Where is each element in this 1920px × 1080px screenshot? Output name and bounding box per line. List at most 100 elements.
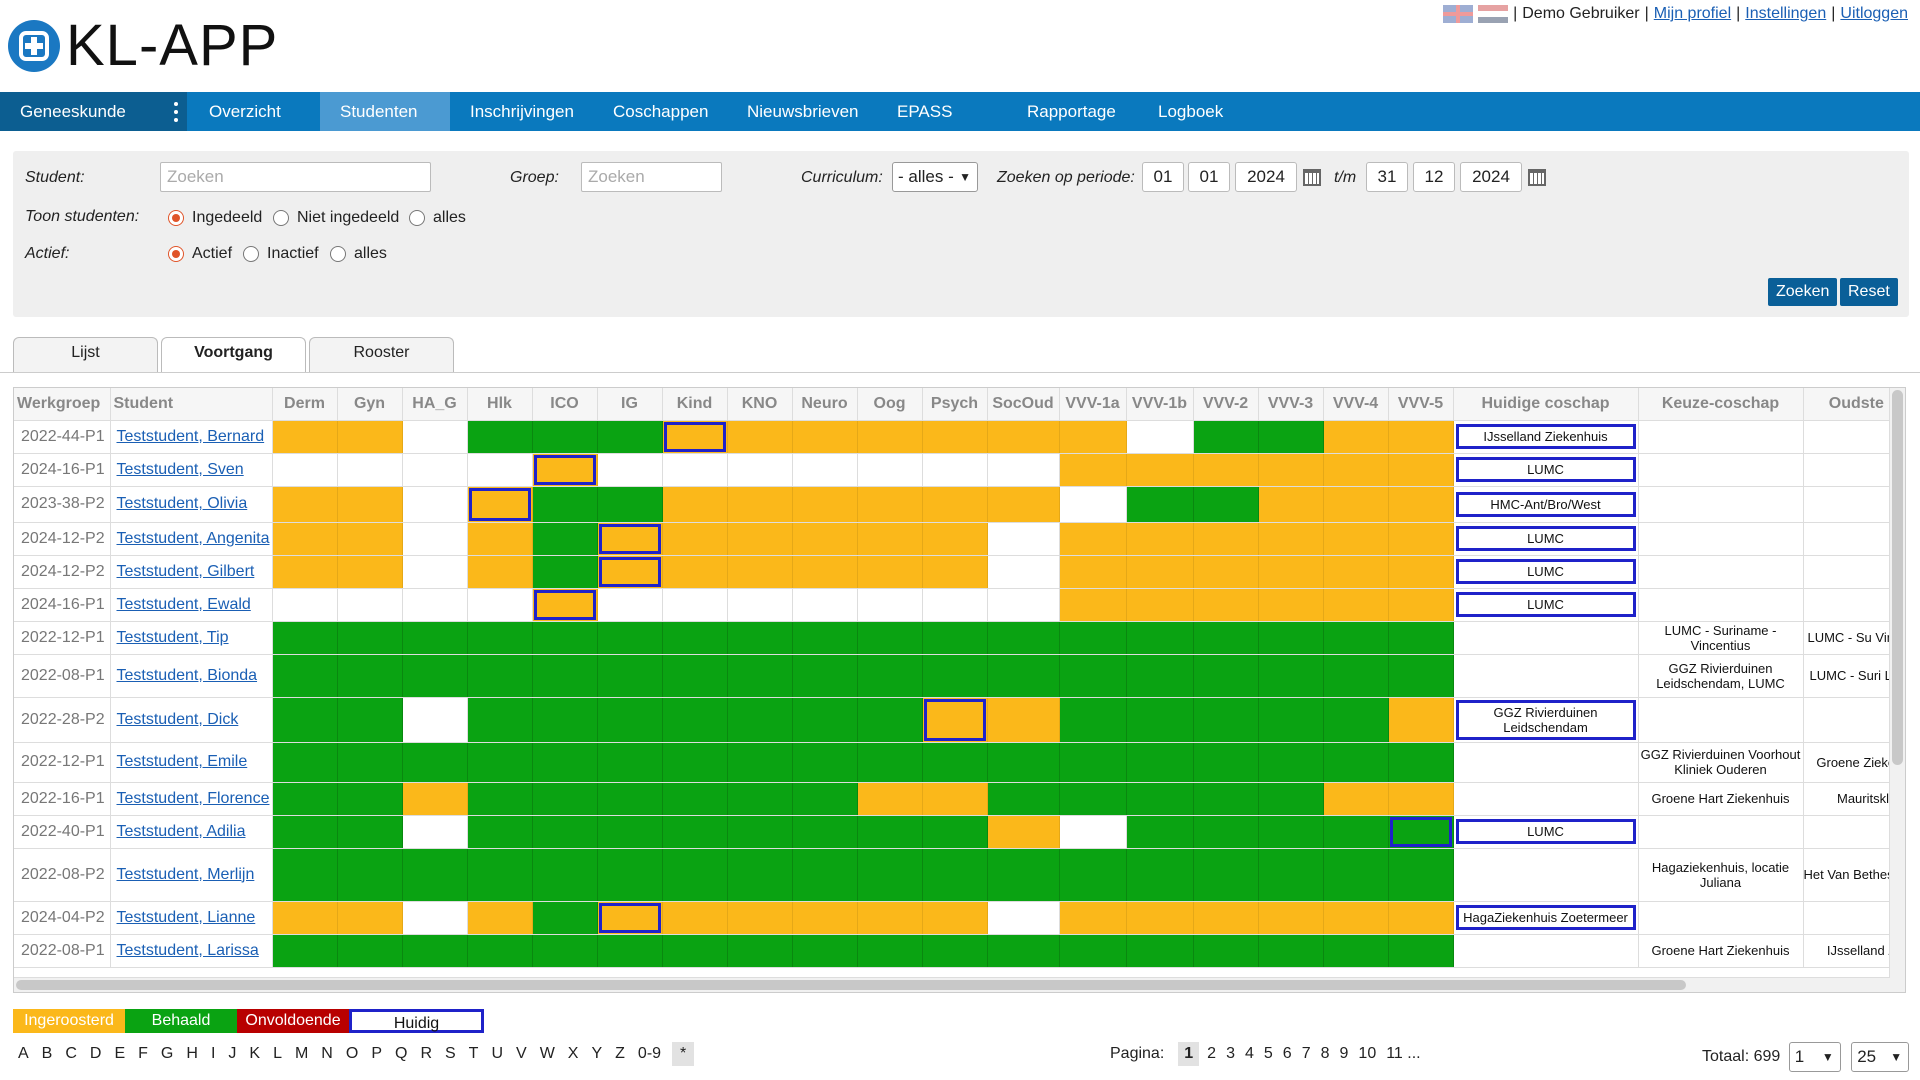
alphabet-letter[interactable]: A	[18, 1045, 29, 1062]
status-cell-kno[interactable]	[727, 654, 793, 698]
status-cell-oog[interactable]	[857, 555, 923, 589]
status-cell-kno[interactable]	[727, 453, 793, 487]
status-cell-oog[interactable]	[857, 621, 923, 655]
status-cell-gyn[interactable]	[337, 486, 403, 523]
student-search-input[interactable]: Zoeken	[160, 162, 431, 192]
status-cell-socoud[interactable]	[987, 588, 1060, 622]
status-cell-neuro[interactable]	[792, 486, 858, 523]
status-cell-ha-g[interactable]	[402, 697, 468, 743]
status-cell-vvv-1a[interactable]	[1059, 782, 1127, 816]
status-cell-psych[interactable]	[922, 815, 988, 849]
status-cell-vvv-5[interactable]	[1388, 420, 1454, 454]
column-header[interactable]: Derm	[272, 388, 338, 421]
column-header[interactable]: ICO	[532, 388, 598, 421]
status-cell-vvv-1b[interactable]	[1126, 848, 1194, 902]
status-cell-kno[interactable]	[727, 848, 793, 902]
status-cell-vvv-5[interactable]	[1388, 453, 1454, 487]
status-cell-hlk[interactable]	[467, 697, 533, 743]
status-cell-neuro[interactable]	[792, 654, 858, 698]
page-link[interactable]: 1	[1178, 1042, 1200, 1066]
status-cell-vvv-3[interactable]	[1258, 848, 1324, 902]
status-cell-gyn[interactable]	[337, 555, 403, 589]
status-cell-kno[interactable]	[727, 782, 793, 816]
status-cell-gyn[interactable]	[337, 654, 403, 698]
nav-studenten[interactable]: Studenten	[320, 92, 450, 131]
status-cell-ha-g[interactable]	[402, 453, 468, 487]
status-cell-kno[interactable]	[727, 742, 793, 783]
status-cell-vvv-1b[interactable]	[1126, 522, 1194, 556]
status-cell-vvv-1b[interactable]	[1126, 901, 1194, 935]
status-cell-vvv-5[interactable]	[1388, 815, 1454, 849]
status-cell-ico[interactable]	[532, 901, 598, 935]
status-cell-vvv-3[interactable]	[1258, 588, 1324, 622]
status-cell-derm[interactable]	[272, 782, 338, 816]
profile-link[interactable]: Mijn profiel	[1653, 5, 1732, 22]
status-cell-socoud[interactable]	[987, 815, 1060, 849]
status-cell-ig[interactable]	[597, 697, 663, 743]
dutch-flag-icon[interactable]	[1478, 5, 1509, 23]
tab-rooster[interactable]: Rooster	[309, 337, 454, 373]
from-year-input[interactable]: 2024	[1235, 162, 1297, 192]
status-cell-oog[interactable]	[857, 934, 923, 968]
status-cell-derm[interactable]	[272, 453, 338, 487]
status-cell-ico[interactable]	[532, 555, 598, 589]
status-cell-ig[interactable]	[597, 782, 663, 816]
status-cell-psych[interactable]	[922, 782, 988, 816]
current-clerkship-badge[interactable]: LUMC	[1455, 457, 1636, 482]
status-cell-gyn[interactable]	[337, 848, 403, 902]
status-cell-vvv-3[interactable]	[1258, 782, 1324, 816]
status-cell-derm[interactable]	[272, 555, 338, 589]
status-cell-derm[interactable]	[272, 621, 338, 655]
status-cell-kind[interactable]	[662, 588, 728, 622]
status-cell-ico[interactable]	[532, 453, 598, 487]
status-cell-ico[interactable]	[532, 621, 598, 655]
page-link[interactable]: 3	[1226, 1045, 1235, 1062]
status-cell-ico[interactable]	[532, 588, 598, 622]
column-header[interactable]: Huidige coschap	[1453, 388, 1639, 421]
status-cell-vvv-2[interactable]	[1193, 815, 1259, 849]
column-header[interactable]: VVV-5	[1388, 388, 1454, 421]
status-cell-socoud[interactable]	[987, 901, 1060, 935]
status-cell-vvv-5[interactable]	[1388, 901, 1454, 935]
status-cell-oog[interactable]	[857, 420, 923, 454]
page-link[interactable]: 11 ...	[1386, 1045, 1421, 1062]
status-cell-gyn[interactable]	[337, 522, 403, 556]
page-link[interactable]: 9	[1339, 1045, 1349, 1062]
alphabet-letter[interactable]: 0-9	[637, 1045, 662, 1062]
status-cell-hlk[interactable]	[467, 934, 533, 968]
status-cell-kind[interactable]	[662, 654, 728, 698]
per-page-select[interactable]: 25 ▼	[1851, 1042, 1910, 1072]
status-cell-derm[interactable]	[272, 815, 338, 849]
to-day-input[interactable]: 31	[1366, 162, 1408, 192]
status-cell-socoud[interactable]	[987, 934, 1060, 968]
status-cell-ico[interactable]	[532, 742, 598, 783]
status-cell-kno[interactable]	[727, 901, 793, 935]
radio-actief[interactable]: Actief	[168, 245, 232, 263]
status-cell-derm[interactable]	[272, 654, 338, 698]
alphabet-letter[interactable]: R	[420, 1045, 432, 1062]
alphabet-letter[interactable]: N	[321, 1045, 333, 1062]
status-cell-socoud[interactable]	[987, 742, 1060, 783]
column-header[interactable]: VVV-1b	[1126, 388, 1194, 421]
status-cell-vvv-1b[interactable]	[1126, 555, 1194, 589]
status-cell-kind[interactable]	[662, 621, 728, 655]
status-cell-hlk[interactable]	[467, 453, 533, 487]
status-cell-vvv-2[interactable]	[1193, 555, 1259, 589]
status-cell-vvv-5[interactable]	[1388, 697, 1454, 743]
status-cell-vvv-2[interactable]	[1193, 934, 1259, 968]
column-header[interactable]: Kind	[662, 388, 728, 421]
status-cell-kno[interactable]	[727, 621, 793, 655]
page-link[interactable]: 8	[1320, 1045, 1330, 1062]
status-cell-hlk[interactable]	[467, 742, 533, 783]
status-cell-kind[interactable]	[662, 815, 728, 849]
status-cell-kind[interactable]	[662, 901, 728, 935]
status-cell-ig[interactable]	[597, 815, 663, 849]
current-clerkship-badge[interactable]: IJsselland Ziekenhuis	[1455, 424, 1636, 449]
column-header[interactable]: Werkgroep	[14, 388, 111, 421]
status-cell-kind[interactable]	[662, 848, 728, 902]
student-link[interactable]: Teststudent, Adilia	[116, 822, 246, 840]
status-cell-socoud[interactable]	[987, 848, 1060, 902]
status-cell-neuro[interactable]	[792, 453, 858, 487]
page-link[interactable]: 2	[1207, 1045, 1217, 1062]
radio-actief-alles[interactable]: alles	[330, 245, 387, 263]
